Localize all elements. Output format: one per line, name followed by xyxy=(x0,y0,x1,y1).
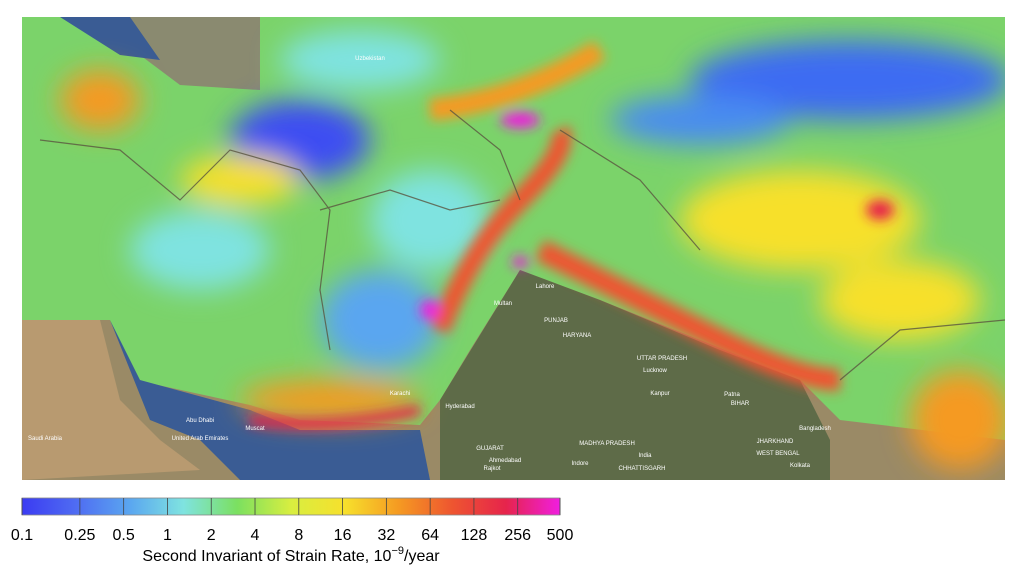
place-label: United Arab Emirates xyxy=(172,436,229,442)
place-label: Uzbekistan xyxy=(355,56,385,62)
colorbar-tick-label: 0.5 xyxy=(113,527,135,544)
land xyxy=(440,270,830,480)
place-label: UTTAR PRADESH xyxy=(637,356,687,362)
colorbar-tick-label: 1 xyxy=(163,527,172,544)
place-label: BIHAR xyxy=(731,401,750,407)
strain-bands xyxy=(249,40,894,429)
map: Uzbekistan Lahore PUNJAB HARYANA UTTAR PRADE… xyxy=(22,17,1005,480)
place-label: Rajkot xyxy=(483,466,500,472)
place-label: Abu Dhabi xyxy=(186,418,214,424)
place-label: Patna xyxy=(724,392,740,398)
colorbar-tick-label: 256 xyxy=(504,527,531,544)
colorbar xyxy=(21,497,561,516)
place-label: Muscat xyxy=(245,426,265,432)
colorbar-tick-label: 32 xyxy=(377,527,395,544)
place-label: Indore xyxy=(571,461,589,467)
land xyxy=(22,320,200,480)
colorbar-tick-label: 500 xyxy=(547,527,574,544)
place-label: Lucknow xyxy=(643,368,667,374)
colorbar-tick-label: 16 xyxy=(334,527,352,544)
place-label: MADHYA PRADESH xyxy=(579,441,635,447)
sea xyxy=(110,320,430,480)
place-label: Kanpur xyxy=(650,391,669,397)
colorbar-tick-label: 0.25 xyxy=(64,527,95,544)
place-label: CHHATTISGARH xyxy=(619,466,666,472)
place-label: Multan xyxy=(494,301,512,307)
label-tail: /year xyxy=(404,548,440,565)
place-label: Lahore xyxy=(536,284,555,290)
place-label: PUNJAB xyxy=(544,318,568,324)
place-label: HARYANA xyxy=(563,333,591,339)
place-label: JHARKHAND xyxy=(757,439,794,445)
colorbar-tick-label: 2 xyxy=(207,527,216,544)
colorbar-tick-label: 0.1 xyxy=(11,527,33,544)
place-label: Hyderabad xyxy=(445,404,474,410)
colorbar-tick-label: 4 xyxy=(251,527,260,544)
borders xyxy=(39,109,1005,381)
colorbar-label: Second Invariant of Strain Rate, 10−9/ye… xyxy=(142,545,440,565)
colorbar-tick-label: 128 xyxy=(461,527,488,544)
place-label: Saudi Arabia xyxy=(28,436,63,442)
place-label: WEST BENGAL xyxy=(756,451,800,457)
strain-field xyxy=(60,30,1005,470)
place-label: India xyxy=(638,453,652,459)
place-label: Ahmedabad xyxy=(489,458,521,464)
place-label: Bangladesh xyxy=(799,426,831,432)
label-sup: −9 xyxy=(391,545,404,557)
colorbar-tick-label: 8 xyxy=(294,527,303,544)
sea xyxy=(60,17,160,60)
place-label: Karachi xyxy=(390,391,410,397)
place-label: GUJARAT xyxy=(476,446,504,452)
label-text: Second Invariant of Strain Rate, 10 xyxy=(142,548,391,565)
colorbar-tick-label: 64 xyxy=(421,527,439,544)
place-label: Kolkata xyxy=(790,463,811,469)
land xyxy=(120,17,260,90)
